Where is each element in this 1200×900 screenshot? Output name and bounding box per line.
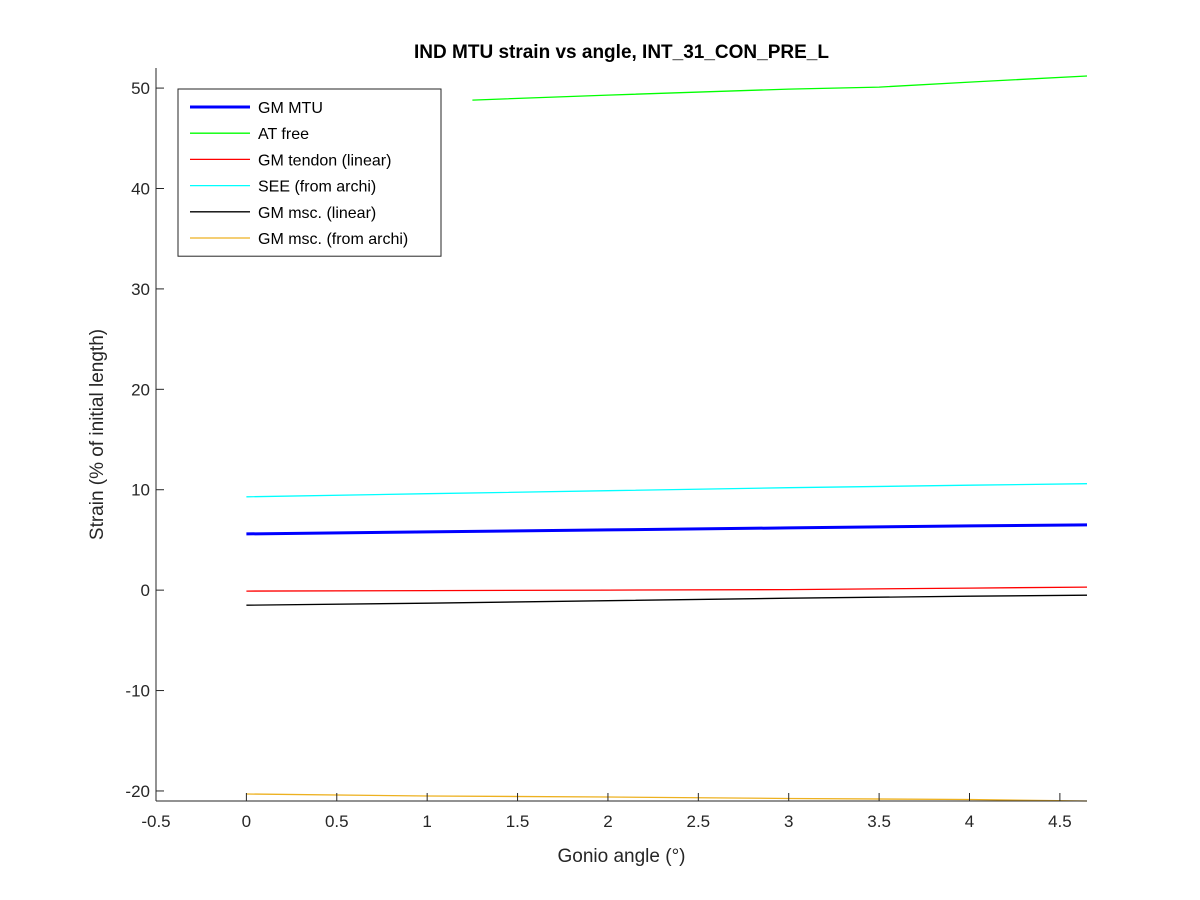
- x-tick-label: 3.5: [867, 812, 891, 831]
- y-tick-label: -10: [125, 682, 150, 701]
- series-line-0: [246, 523, 1087, 536]
- x-tick-label: 2.5: [687, 812, 711, 831]
- x-tick-label: 0: [242, 812, 251, 831]
- x-tick-label: 0.5: [325, 812, 349, 831]
- axes: [155, 68, 1087, 802]
- chart-title: IND MTU strain vs angle, INT_31_CON_PRE_…: [414, 42, 829, 63]
- series-line-1: [472, 75, 1087, 101]
- legend-label-0: GM MTU: [258, 100, 323, 117]
- legend-label-5: GM msc. (from archi): [258, 231, 408, 248]
- x-tick-label: 4: [965, 812, 974, 831]
- x-tick-label: 3: [784, 812, 793, 831]
- y-tick-label: -20: [125, 782, 150, 801]
- x-axis-label: Gonio angle (°): [558, 846, 686, 867]
- series-line-4: [246, 594, 1087, 606]
- y-tick-label: 10: [131, 481, 150, 500]
- y-axis-label: Strain (% of initial length): [87, 329, 108, 540]
- x-tick-label: 1: [422, 812, 431, 831]
- y-tick-label: 20: [131, 380, 150, 399]
- y-tick-label: 0: [141, 581, 150, 600]
- legend-label-2: GM tendon (linear): [258, 152, 391, 169]
- x-tick-label: 4.5: [1048, 812, 1072, 831]
- series-line-2: [246, 586, 1087, 592]
- x-tick-label: -0.5: [141, 812, 170, 831]
- legend-box: [177, 88, 442, 257]
- y-tick-label: 50: [131, 79, 150, 98]
- tick-layer: -0.5 0 0.5 1 1.5 2 2.5 3 3.5 4 4.5 -20 -10 0 10 20 30 40 5…: [125, 79, 1071, 831]
- legend-label-1: AT free: [258, 126, 309, 143]
- y-tick-label: 40: [131, 179, 150, 198]
- x-tick-label: 1.5: [506, 812, 530, 831]
- series-line-3: [246, 483, 1087, 498]
- x-tick-label: 2: [603, 812, 612, 831]
- legend-label-3: SEE (from archi): [258, 179, 376, 196]
- legend-label-4: GM msc. (linear): [258, 205, 376, 222]
- y-tick-label: 30: [131, 280, 150, 299]
- legend: GM MTU AT free GM tendon (linear) SEE (from…: [177, 88, 442, 257]
